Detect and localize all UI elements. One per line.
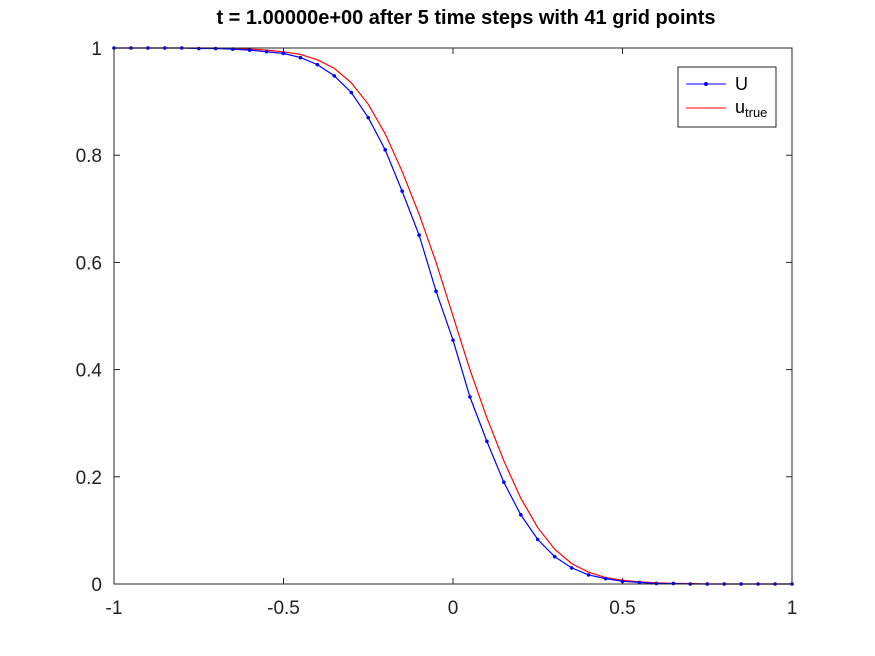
y-tick-label: 0.8 (76, 146, 102, 167)
y-tick-label: 0 (91, 575, 102, 596)
legend-u-label: U (735, 74, 748, 94)
data-point-U (654, 581, 659, 586)
data-point-U (451, 338, 455, 342)
x-tick-label: 1 (787, 598, 798, 619)
data-point-U (603, 576, 608, 581)
data-point-U (519, 513, 523, 517)
data-point-U (383, 148, 388, 152)
chart-title: t = 1.00000e+00 after 5 time steps with … (216, 7, 715, 29)
data-point-U (417, 233, 421, 237)
data-point-U (535, 537, 540, 542)
x-tick-label: -1 (106, 598, 123, 619)
data-point-U (247, 48, 252, 52)
data-point-U (671, 581, 676, 586)
legend-utrue-main: u (735, 97, 745, 117)
x-tick-label: 0.5 (609, 598, 635, 619)
data-point-U (332, 74, 337, 78)
data-point-U (349, 90, 354, 95)
data-point-U (485, 439, 489, 444)
data-point-U (434, 289, 438, 294)
data-point-U (298, 55, 303, 60)
legend-utrue-sub: true (745, 105, 767, 120)
data-point-U (366, 115, 371, 120)
plot-frame (113, 47, 793, 585)
data-point-U (196, 46, 201, 51)
legend-box (677, 66, 777, 128)
data-point-U (315, 62, 320, 67)
data-point-U (213, 46, 218, 51)
y-tick-label: 0.2 (76, 468, 102, 489)
data-point-U (502, 480, 506, 484)
data-point-U (586, 573, 591, 577)
data-point-U (281, 51, 286, 56)
y-tick-label: 0.6 (76, 253, 102, 274)
data-point-U (620, 579, 625, 584)
y-tick-label: 0.4 (76, 361, 103, 382)
legend: U utrue (677, 66, 777, 128)
data-point-U (264, 49, 269, 54)
y-tick-label: 1 (91, 39, 102, 60)
x-tick-label: 0 (448, 598, 459, 619)
legend-utrue-label: utrue (735, 97, 767, 120)
data-point-U (637, 580, 642, 585)
legend-u-marker (704, 82, 708, 86)
data-point-U (468, 395, 472, 399)
x-tick-label: -0.5 (267, 598, 300, 619)
data-point-U (569, 566, 574, 570)
data-point-U (552, 554, 557, 559)
axis-ticks: -1 -0.5 0 0.5 1 0 0.2 0.4 0.6 0.8 1 (76, 39, 798, 619)
data-point-U (400, 189, 404, 193)
